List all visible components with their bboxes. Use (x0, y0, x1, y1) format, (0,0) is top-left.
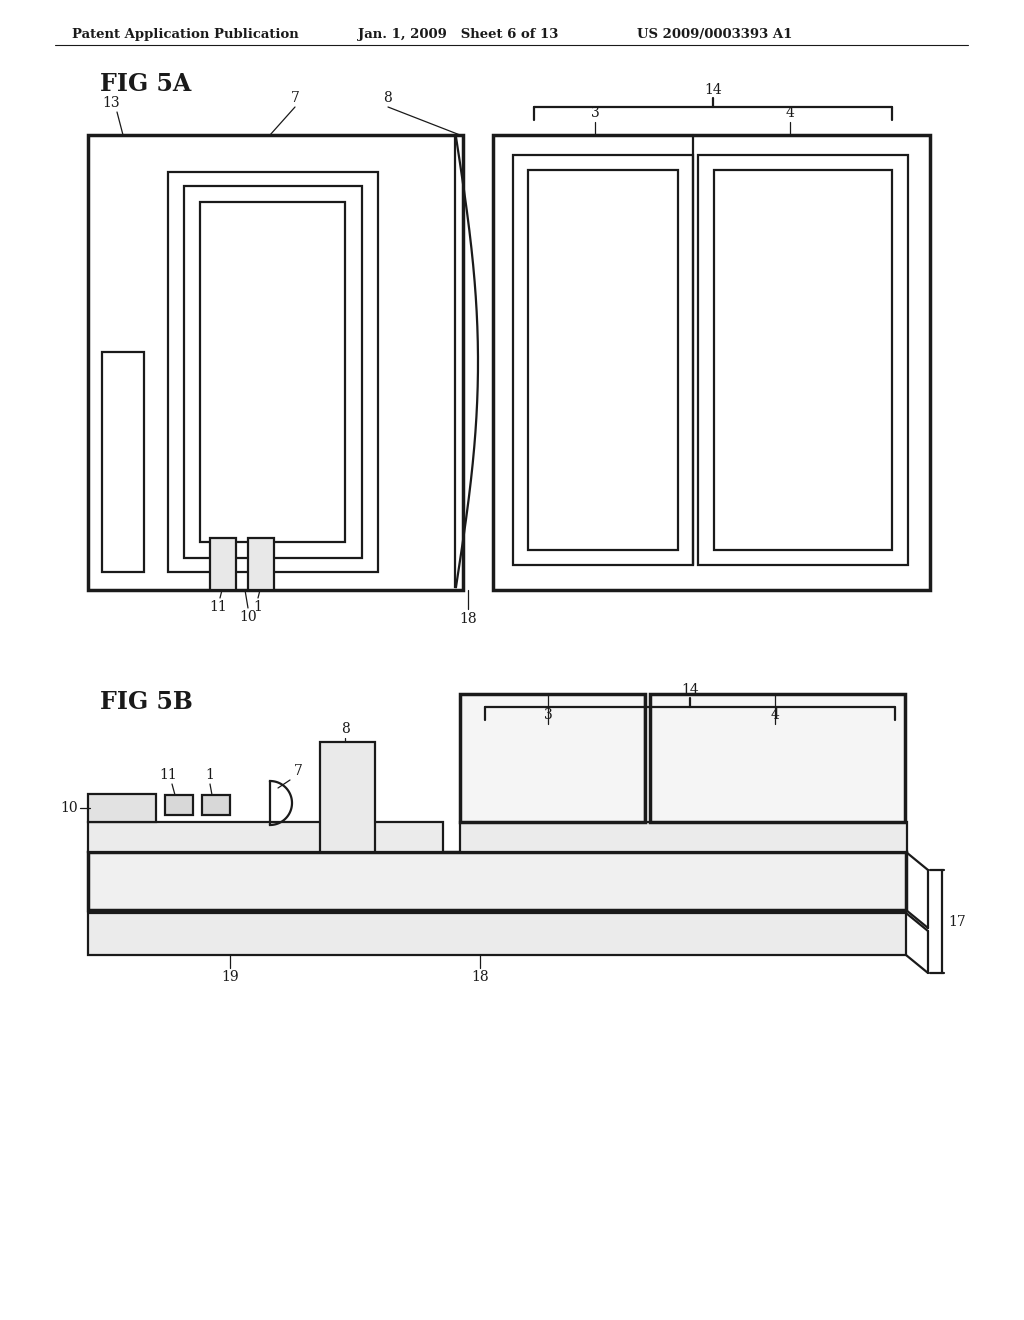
Text: 18: 18 (471, 970, 488, 983)
Bar (698, 154, 908, 565)
Bar (513, 154, 693, 565)
Text: FIG 5A: FIG 5A (100, 73, 191, 96)
Bar (102, 352, 144, 572)
Text: 17: 17 (948, 915, 966, 929)
Bar (88, 135, 463, 590)
Bar (88, 795, 156, 822)
Text: FIG 5B: FIG 5B (100, 690, 193, 714)
Bar (460, 694, 645, 822)
Text: US 2009/0003393 A1: US 2009/0003393 A1 (637, 28, 793, 41)
Bar (528, 170, 678, 550)
Bar (460, 822, 907, 851)
Bar (714, 170, 892, 550)
Text: 7: 7 (294, 764, 302, 777)
Text: 3: 3 (591, 106, 599, 120)
Bar (493, 135, 930, 590)
Bar (650, 694, 905, 822)
Text: 18: 18 (459, 612, 477, 626)
Text: 7: 7 (291, 91, 299, 106)
Text: 11: 11 (159, 768, 177, 781)
Bar (168, 172, 378, 572)
Text: 3: 3 (544, 708, 552, 722)
Text: Jan. 1, 2009   Sheet 6 of 13: Jan. 1, 2009 Sheet 6 of 13 (358, 28, 558, 41)
Bar (88, 913, 906, 954)
Text: 13: 13 (102, 96, 120, 110)
Bar (165, 795, 193, 814)
Bar (88, 822, 443, 851)
Text: Patent Application Publication: Patent Application Publication (72, 28, 299, 41)
Text: 10: 10 (240, 610, 257, 624)
Bar (184, 186, 362, 558)
Bar (319, 742, 375, 851)
Text: 4: 4 (771, 708, 779, 722)
Text: 1: 1 (254, 601, 262, 614)
Text: 1: 1 (206, 768, 214, 781)
Bar (248, 539, 274, 590)
Text: 8: 8 (384, 91, 392, 106)
Bar (88, 851, 906, 909)
Text: 14: 14 (705, 83, 722, 96)
Text: 8: 8 (341, 722, 349, 737)
Bar (202, 795, 230, 814)
Text: 4: 4 (785, 106, 795, 120)
Text: 14: 14 (681, 682, 698, 697)
Bar (200, 202, 345, 543)
Text: 11: 11 (209, 601, 227, 614)
Text: 19: 19 (221, 970, 239, 983)
Text: 10: 10 (60, 801, 78, 814)
Bar (210, 539, 236, 590)
